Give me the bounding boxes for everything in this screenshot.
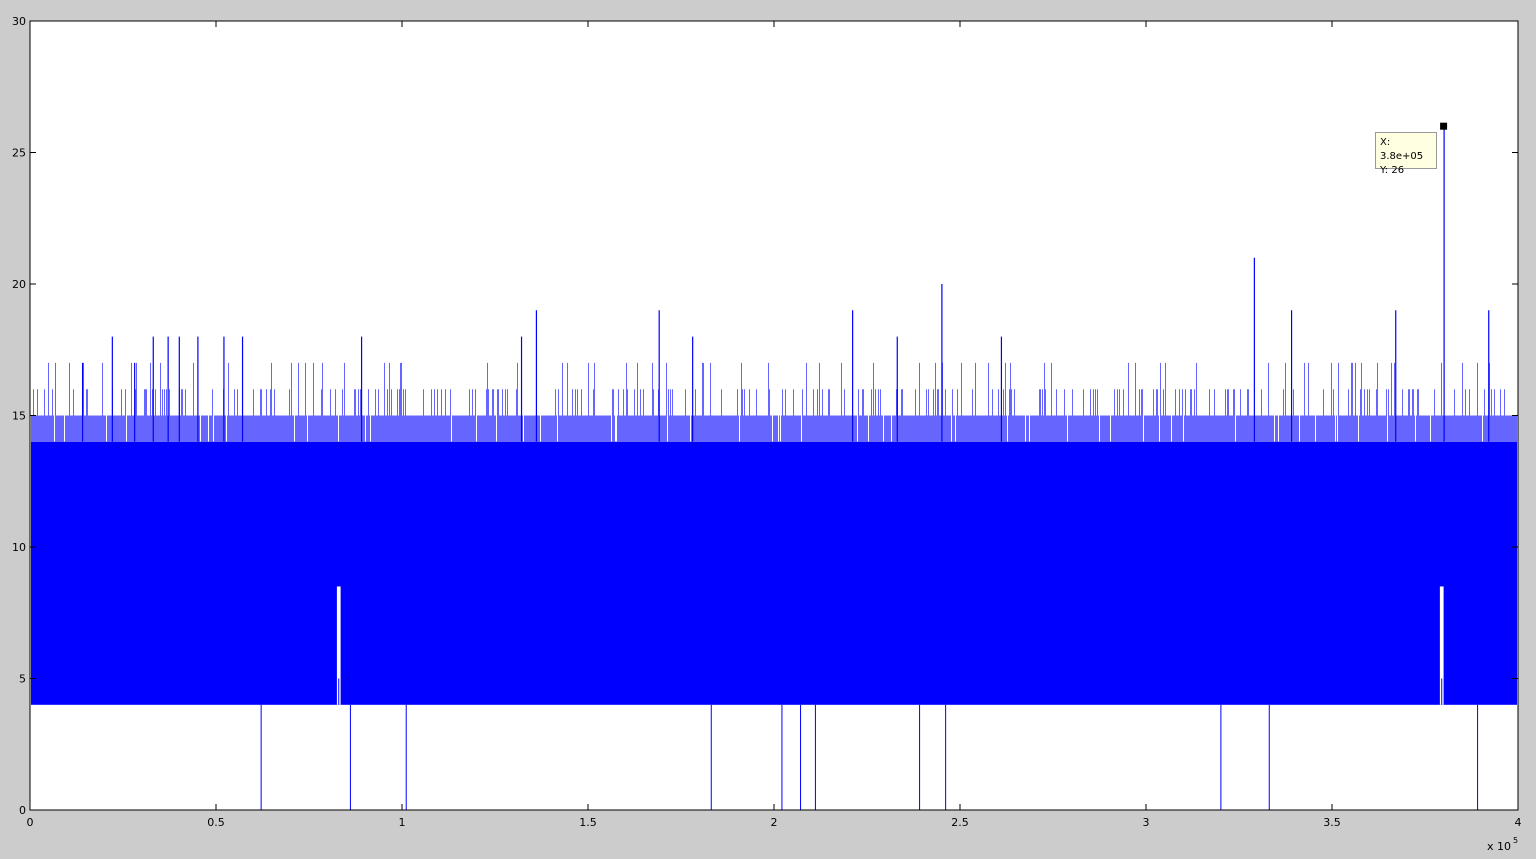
y-tick-label: 25 [12,147,26,160]
datatip-y-text: Y: 26 [1380,165,1405,176]
datatip-box[interactable]: X: 3.8e+05 Y: 26 [1375,132,1437,176]
y-tick-label: 5 [19,673,26,686]
x-exponent-base: x 10 [1487,840,1511,853]
series-gap [336,586,341,705]
datatip-x-text: X: 3.8e+05 [1380,137,1424,162]
y-tick-label: 15 [12,410,26,423]
series-band [31,441,1517,705]
x-tick-label: 3 [1143,816,1150,829]
x-tick-label: 4 [1515,816,1522,829]
y-tick-label: 20 [12,278,26,291]
x-exponent-label: x 10 5 [1487,836,1518,853]
series-envelope [31,362,1517,469]
y-tick-label: 10 [12,541,26,554]
plot-area[interactable] [31,126,1517,810]
x-tick-label: 0.5 [207,816,225,829]
x-tick-label: 1 [399,816,406,829]
x-tick-label: 0 [27,816,34,829]
x-tick-label: 1.5 [579,816,597,829]
x-tick-label: 2.5 [951,816,969,829]
datatip-marker[interactable] [1440,122,1448,130]
y-tick-label: 0 [19,804,26,817]
x-tick-label: 2 [771,816,778,829]
y-tick-label: 30 [12,15,26,28]
x-exponent-power: 5 [1513,836,1518,845]
axis-ticks: 0 0.5 1 1.5 2 2.5 3 3.5 4 0 5 10 15 20 25 30 [12,15,1522,829]
series-gap [1439,586,1444,705]
x-tick-label: 3.5 [1323,816,1341,829]
